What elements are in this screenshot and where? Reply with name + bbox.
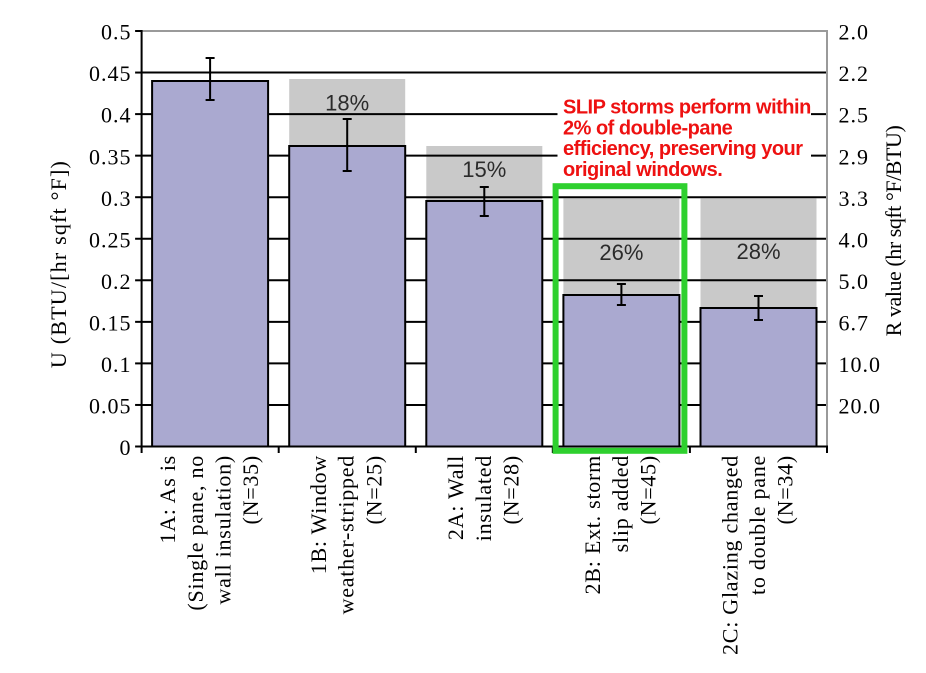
svg-text:0.15: 0.15 [89,310,132,335]
svg-text:15%: 15% [462,157,506,182]
svg-text:18%: 18% [325,91,369,116]
svg-text:0: 0 [120,435,132,460]
svg-text:to double pane: to double pane [745,455,770,595]
svg-text:1B: Window: 1B: Window [306,455,331,574]
svg-text:4.0: 4.0 [839,227,870,252]
svg-text:R value (hr sqft °F/BTU): R value (hr sqft °F/BTU) [881,126,906,337]
svg-text:(N=28): (N=28) [499,455,524,524]
svg-text:2% of double-pane: 2% of double-pane [563,117,733,139]
svg-text:weather-stripped: weather-stripped [334,455,359,614]
svg-text:0.25: 0.25 [89,227,132,252]
svg-text:6.7: 6.7 [839,310,870,335]
svg-text:slip added: slip added [608,455,633,552]
svg-text:28%: 28% [736,239,780,264]
svg-text:5.0: 5.0 [839,269,870,294]
svg-text:0.3: 0.3 [101,186,132,211]
svg-text:2C: Glazing changed: 2C: Glazing changed [717,455,742,655]
svg-text:0.4: 0.4 [101,103,132,128]
svg-text:0.05: 0.05 [89,394,132,419]
svg-text:2B: Ext. storm: 2B: Ext. storm [580,455,605,594]
svg-text:0.45: 0.45 [89,61,132,86]
svg-text:U (BTU/[hr sqft °F]): U (BTU/[hr sqft °F]) [46,160,71,368]
svg-text:0.2: 0.2 [101,269,132,294]
svg-text:SLIP storms perform within: SLIP storms perform within [563,97,811,119]
svg-text:26%: 26% [599,240,643,265]
svg-text:(N=45): (N=45) [636,455,661,524]
svg-text:20.0: 20.0 [839,394,882,419]
svg-text:1A: As is: 1A: As is [155,455,180,544]
svg-text:2.9: 2.9 [839,144,870,169]
svg-text:0.1: 0.1 [101,352,132,377]
svg-text:(N=34): (N=34) [773,455,798,524]
svg-text:3.3: 3.3 [839,186,870,211]
svg-text:0.35: 0.35 [89,144,132,169]
svg-text:(Single pane, no: (Single pane, no [183,455,208,611]
svg-text:efficiency, preserving your: efficiency, preserving your [563,138,803,160]
svg-text:wall insulation): wall insulation) [211,455,236,604]
svg-text:10.0: 10.0 [839,352,882,377]
svg-text:(N=25): (N=25) [361,455,386,524]
svg-text:(N=35): (N=35) [238,455,263,524]
svg-text:2A: Wall: 2A: Wall [443,455,468,540]
svg-text:original windows.: original windows. [563,159,722,181]
svg-text:2.0: 2.0 [839,20,870,45]
svg-text:0.5: 0.5 [101,20,132,45]
svg-text:2.2: 2.2 [839,61,870,86]
svg-text:2.5: 2.5 [839,103,870,128]
svg-text:insulated: insulated [471,455,496,541]
